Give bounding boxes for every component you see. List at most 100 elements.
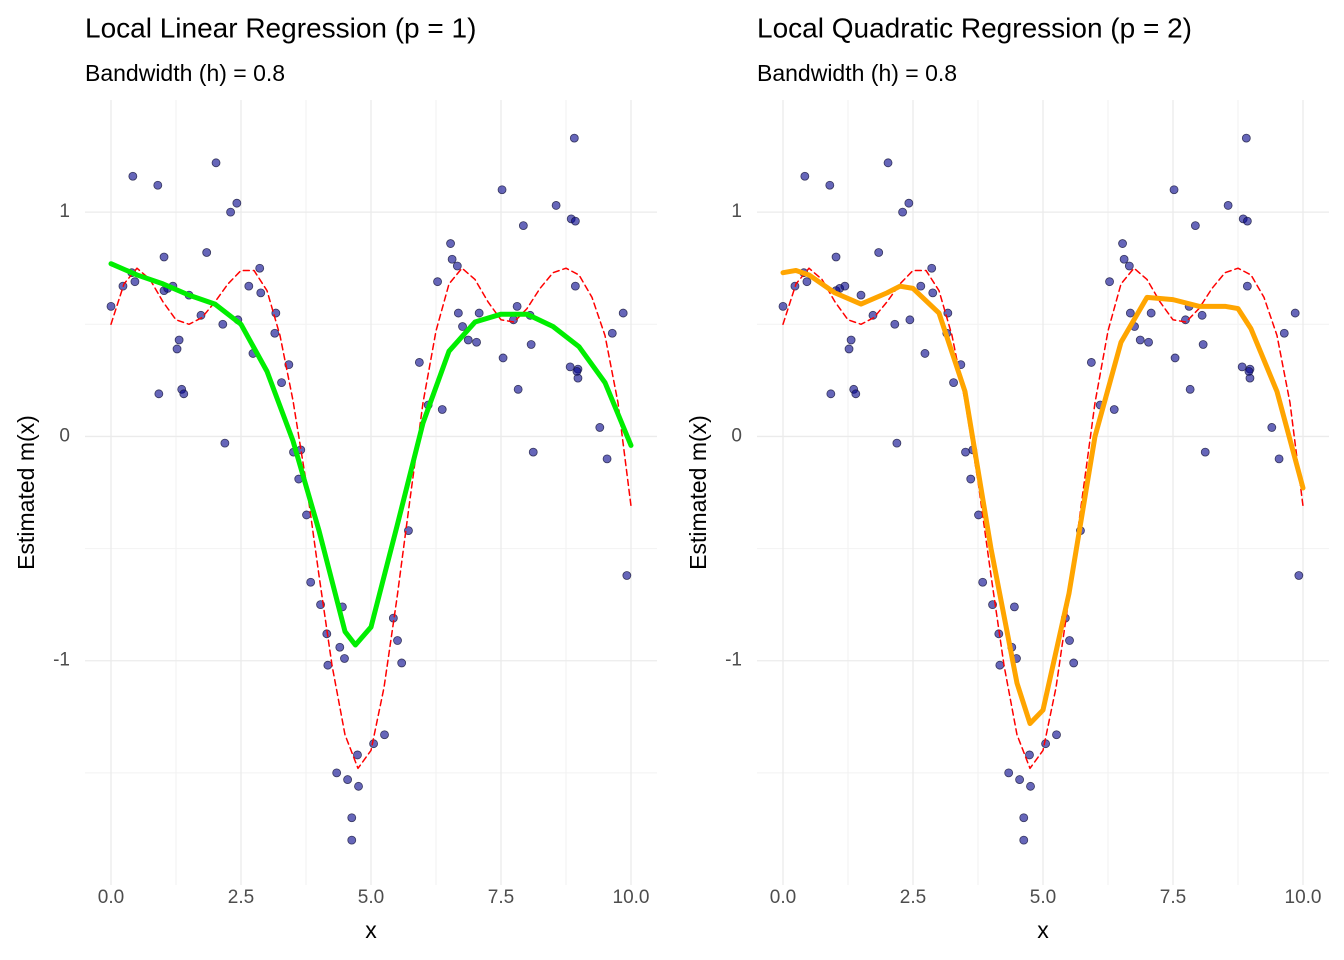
data-point: [920, 349, 930, 358]
data-point: [463, 335, 473, 345]
data-point: [1052, 730, 1061, 740]
data-point: [978, 577, 988, 587]
data-point: [868, 310, 878, 320]
data-point: [1242, 216, 1252, 226]
data-point: [172, 344, 182, 354]
x-tick-label: 5.0: [1030, 887, 1056, 908]
reference-curve: [782, 267, 1304, 770]
data-point: [306, 577, 316, 587]
data-point: [1169, 185, 1179, 195]
panel: Local Linear Regression (p = 1) Bandwidth…: [13, 12, 657, 943]
data-point: [856, 290, 866, 300]
y-tick-label: -1: [725, 650, 742, 671]
data-point: [825, 180, 835, 190]
data-point: [595, 423, 605, 432]
data-point: [347, 835, 357, 845]
data-point: [890, 319, 900, 329]
data-point: [928, 288, 938, 298]
data-point: [1170, 353, 1180, 363]
data-point: [154, 389, 164, 399]
data-point: [622, 571, 632, 580]
fit-curve: [108, 261, 634, 648]
data-point: [414, 358, 424, 367]
data-point: [1065, 636, 1074, 645]
data-point: [343, 775, 353, 784]
data-point: [995, 660, 1005, 670]
data-point: [1086, 358, 1096, 367]
data-point: [826, 389, 836, 399]
data-point: [232, 198, 242, 208]
data-point: [874, 248, 884, 257]
data-point: [1223, 201, 1233, 210]
data-point: [778, 301, 788, 311]
data-point: [1197, 310, 1207, 320]
y-tick-label: -1: [53, 650, 70, 671]
data-point: [433, 277, 442, 287]
data-point: [128, 171, 138, 181]
data-point: [1267, 423, 1277, 432]
x-tick-label: 7.5: [488, 887, 514, 908]
data-point: [1010, 602, 1019, 612]
data-point: [1190, 221, 1200, 231]
data-point: [898, 207, 907, 217]
data-point: [1135, 335, 1145, 345]
data-point: [1004, 768, 1014, 778]
data-point: [380, 730, 389, 740]
data-point: [802, 277, 812, 287]
y-tick-label: 1: [731, 201, 742, 222]
fit-curve: [780, 267, 1306, 727]
data-point: [1198, 340, 1208, 349]
data-point: [513, 384, 523, 394]
data-point: [831, 252, 841, 262]
data-point: [179, 389, 189, 399]
data-point: [1019, 835, 1029, 845]
data-point: [1069, 658, 1079, 668]
data-point: [393, 636, 402, 645]
data-point: [551, 201, 561, 210]
y-axis-label: Estimated m(x): [13, 415, 39, 570]
data-point: [472, 337, 481, 347]
x-axis-label: x: [365, 917, 377, 943]
x-tick-label: 2.5: [228, 887, 254, 908]
data-point: [1279, 328, 1289, 338]
data-point: [966, 474, 976, 484]
y-tick-label: 0: [731, 425, 742, 446]
data-point: [927, 263, 937, 273]
data-point: [1244, 366, 1254, 376]
data-point: [512, 301, 522, 311]
data-point: [446, 239, 455, 248]
data-point: [1294, 571, 1304, 580]
data-point: [323, 660, 333, 670]
data-point: [1146, 308, 1156, 318]
data-point: [949, 378, 958, 388]
data-point: [498, 353, 508, 363]
data-point: [1105, 277, 1114, 287]
x-tick-label: 0.0: [98, 887, 124, 908]
data-point: [1118, 239, 1127, 248]
data-point: [892, 438, 902, 448]
data-point: [1274, 454, 1284, 464]
data-point: [569, 133, 579, 143]
data-point: [1237, 362, 1247, 372]
data-point: [883, 158, 893, 168]
data-point: [851, 389, 861, 399]
data-point: [607, 328, 617, 338]
data-point: [846, 335, 856, 345]
data-point: [528, 447, 538, 457]
x-tick-label: 10.0: [613, 887, 650, 908]
y-tick-label: 0: [59, 425, 70, 446]
data-point: [302, 510, 311, 520]
data-point: [347, 813, 357, 823]
data-point: [244, 281, 254, 291]
data-point: [340, 654, 349, 663]
data-point: [518, 221, 528, 231]
data-point: [905, 315, 915, 325]
data-point: [1125, 308, 1135, 318]
data-point: [840, 281, 850, 291]
reference-curve: [110, 267, 632, 770]
x-tick-label: 7.5: [1160, 887, 1186, 908]
data-point: [277, 378, 286, 388]
data-point: [458, 322, 467, 331]
x-tick-label: 5.0: [358, 887, 384, 908]
